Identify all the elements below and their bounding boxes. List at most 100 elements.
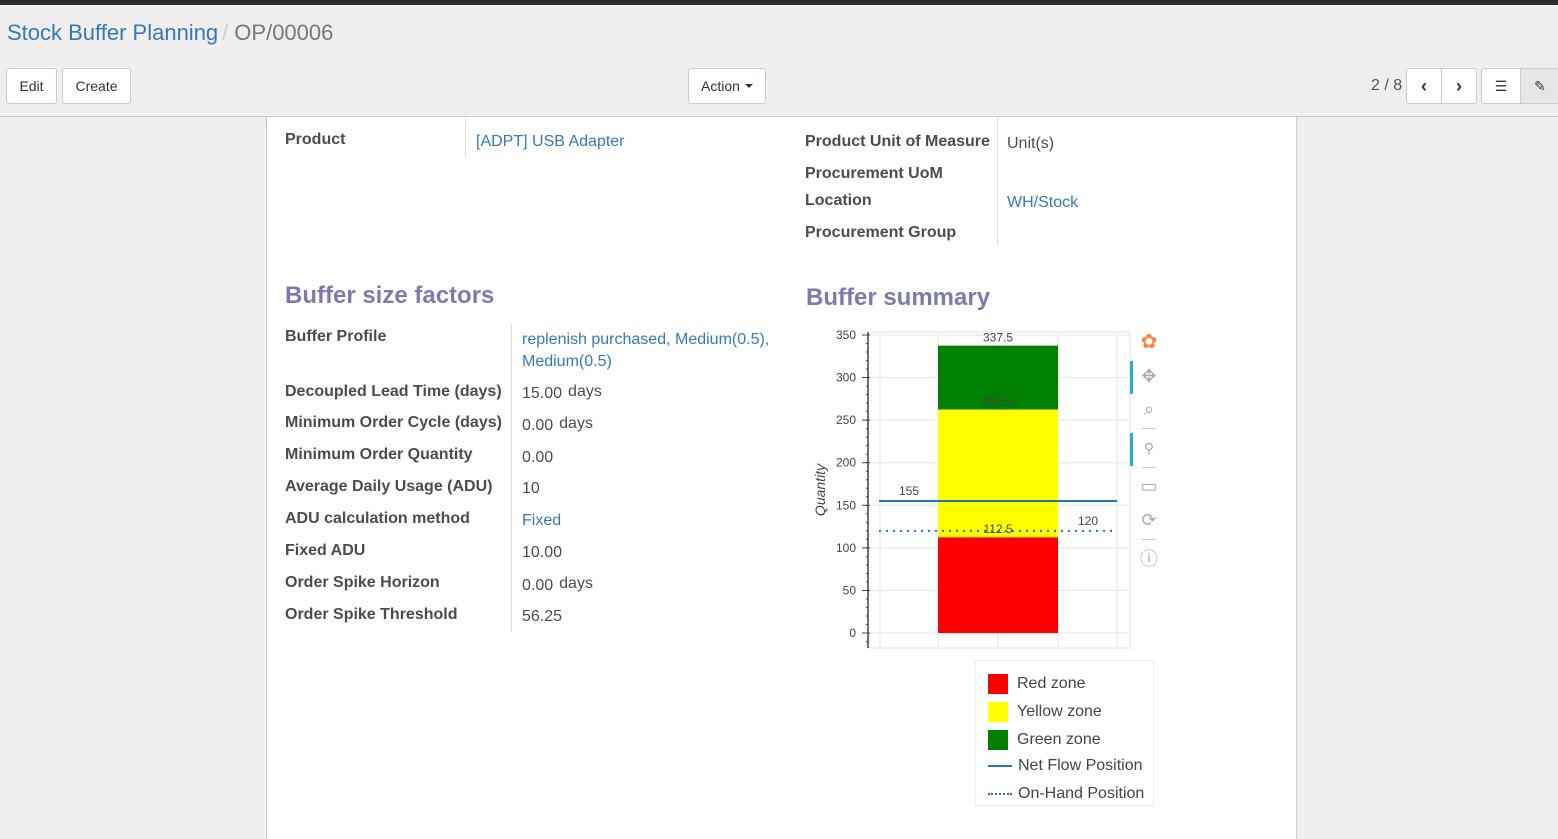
legend-label: Green zone — [1017, 731, 1101, 748]
pager-value: 2 / 8 — [1371, 77, 1403, 94]
legend-item: Net Flow Position — [988, 757, 1143, 775]
bar-red-zone — [938, 537, 1058, 633]
form-view-button[interactable]: ✎ — [1520, 68, 1558, 104]
wheel-zoom-icon[interactable]: ⚲ — [1143, 440, 1155, 456]
bar-label: 262.5 — [983, 395, 1013, 409]
y-tick-label: 0 — [849, 626, 856, 640]
help-icon[interactable]: ⓘ — [1140, 549, 1158, 569]
control-panel: Stock Buffer Planning / OP/00006 Edit Crea… — [0, 5, 1558, 117]
y-axis-label: Quantity — [812, 463, 828, 516]
reset-icon[interactable]: ⟳ — [1141, 510, 1157, 530]
legend-label: Yellow zone — [1017, 703, 1102, 720]
product-link[interactable]: [ADPT] USB Adapter — [476, 133, 625, 150]
factor-label: Order Spike Horizon — [285, 574, 440, 591]
legend-label: On-Hand Position — [1018, 785, 1145, 802]
yellow-swatch — [988, 702, 1008, 722]
legend-label: Net Flow Position — [1018, 757, 1143, 774]
y-tick-label: 350 — [836, 328, 856, 342]
legend-item: Green zone — [988, 730, 1101, 750]
breadcrumb-current: OP/00006 — [234, 20, 334, 45]
y-tick-label: 250 — [836, 413, 856, 427]
breadcrumb-parent[interactable]: Stock Buffer Planning — [7, 20, 219, 45]
edit-button[interactable]: Edit — [6, 68, 57, 104]
buffer-profile-link[interactable]: replenish purchased, Medium(0.5), — [522, 331, 770, 348]
proc-group-label: Procurement Group — [805, 224, 957, 241]
factor-value: 0.00 — [522, 449, 554, 466]
action-button[interactable]: Action — [688, 68, 766, 104]
next-button[interactable]: › — [1441, 68, 1477, 104]
legend-item: Yellow zone — [988, 702, 1102, 722]
legend-item: On-Hand Position — [988, 785, 1144, 803]
bokeh-logo-icon[interactable]: ✿ — [1140, 331, 1158, 353]
list-view-button[interactable]: ☰ — [1481, 68, 1521, 104]
legend-item: Red zone — [988, 674, 1086, 694]
uom-value: Unit(s) — [1007, 135, 1055, 152]
divider — [511, 324, 512, 632]
proc-uom-label: Procurement UoM — [805, 165, 943, 182]
line-label: 120 — [1078, 514, 1098, 528]
location-link[interactable]: WH/Stock — [1007, 194, 1079, 211]
buffer-summary-title: Buffer summary — [806, 284, 991, 311]
product-label: Product — [285, 131, 346, 148]
y-tick-label: 100 — [836, 541, 856, 555]
factor-label: ADU calculation method — [285, 510, 470, 527]
bar-label: 112.5 — [983, 522, 1012, 536]
toolbar-divider — [1142, 539, 1156, 540]
save-icon[interactable]: ▭ — [1140, 476, 1158, 496]
factor-label: Minimum Order Quantity — [285, 446, 473, 463]
solid-line-swatch — [988, 765, 1012, 767]
factor-unit: days — [568, 383, 602, 400]
y-tick-label: 150 — [836, 498, 856, 512]
toolbar-divider — [1142, 428, 1156, 429]
factor-value: 10 — [522, 480, 540, 497]
action-label: Action — [701, 78, 740, 94]
factor-label: Buffer Profile — [285, 328, 387, 345]
red-swatch — [988, 674, 1008, 694]
list-icon: ☰ — [1494, 77, 1508, 94]
factor-value: 0.00 — [522, 417, 554, 434]
green-swatch — [988, 730, 1008, 750]
y-tick-label: 200 — [836, 456, 856, 470]
bar-yellow-zone — [938, 409, 1058, 538]
chevron-left-icon: ‹ — [1421, 75, 1427, 96]
buffer-profile-link-cont[interactable]: Medium(0.5) — [522, 353, 612, 370]
edit-form-icon: ✎ — [1534, 77, 1546, 94]
factor-label: Minimum Order Cycle (days) — [285, 414, 502, 431]
factor-value: 15.00 — [522, 385, 563, 402]
factor-label: Order Spike Threshold — [285, 606, 458, 623]
bar-label: 337.5 — [983, 331, 1013, 345]
adu-method-link[interactable]: Fixed — [522, 512, 562, 529]
caret-down-icon — [744, 84, 753, 88]
location-label: Location — [805, 192, 872, 209]
y-tick-label: 300 — [836, 371, 856, 385]
active-tool-indicator — [1130, 433, 1133, 466]
factor-value: 10.00 — [522, 544, 563, 561]
breadcrumb-separator: / — [222, 20, 229, 45]
factor-label: Average Daily Usage (ADU) — [285, 478, 493, 495]
top-bar — [0, 0, 1558, 5]
factor-unit: days — [559, 575, 593, 592]
create-button[interactable]: Create — [62, 68, 131, 104]
y-tick-label: 50 — [843, 583, 857, 597]
factor-label: Decoupled Lead Time (days) — [285, 383, 502, 400]
factor-label: Fixed ADU — [285, 542, 366, 559]
legend-label: Red zone — [1017, 675, 1086, 692]
line-label: 155 — [899, 484, 919, 498]
bar-green-zone — [938, 345, 1058, 410]
factor-value: 0.00 — [522, 577, 554, 594]
pan-icon[interactable]: ✥ — [1141, 366, 1157, 386]
box-zoom-icon[interactable]: ⌕ — [1143, 399, 1155, 419]
active-tool-indicator — [1130, 361, 1133, 394]
factor-value: 56.25 — [522, 608, 563, 625]
toolbar-divider — [1142, 467, 1156, 468]
factor-unit: days — [559, 415, 593, 432]
divider — [997, 118, 998, 245]
breadcrumb: Stock Buffer Planning / OP/00006 — [7, 20, 333, 46]
uom-label: Product Unit of Measure — [805, 133, 990, 150]
dotted-line-swatch — [988, 793, 1012, 795]
divider — [465, 118, 466, 158]
buffer-factors-title: Buffer size factors — [285, 282, 495, 309]
chart-legend: Red zone Yellow zone Green zone Net Flow… — [975, 660, 1154, 806]
chevron-right-icon: › — [1456, 75, 1462, 96]
